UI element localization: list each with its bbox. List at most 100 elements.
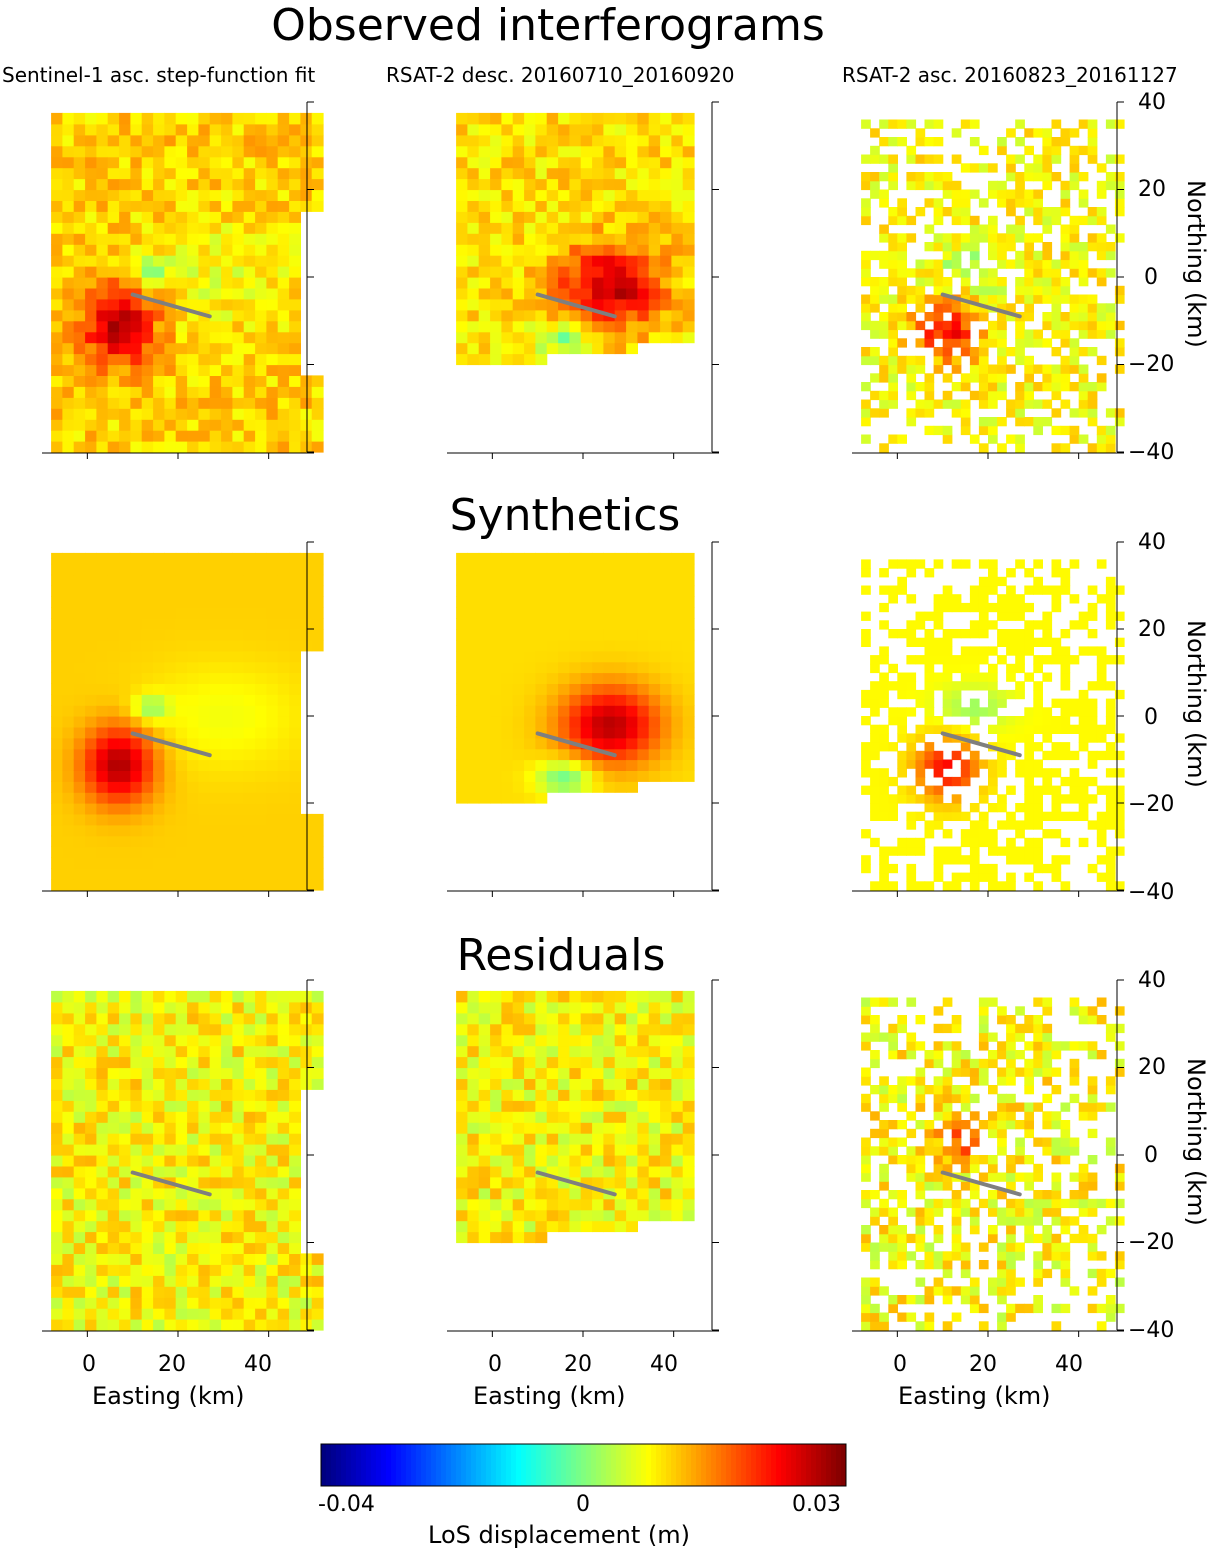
heatmap-cell — [141, 1023, 154, 1036]
heatmap-cell — [209, 835, 222, 848]
heatmap-cell — [524, 189, 536, 201]
heatmap-cell — [221, 1242, 233, 1254]
heatmap-cell — [153, 1001, 165, 1014]
heatmap-cell — [187, 1242, 199, 1254]
heatmap-cell — [1069, 338, 1080, 348]
heatmap-cell — [906, 707, 917, 717]
heatmap-cell — [51, 781, 63, 793]
heatmap-cell — [96, 857, 109, 869]
heatmap-cell — [232, 879, 245, 891]
heatmap-cell — [164, 1034, 177, 1047]
heatmap-cell — [580, 737, 593, 750]
heatmap-cell — [209, 792, 222, 804]
heatmap-cell — [1006, 629, 1016, 639]
heatmap-cell — [141, 1319, 154, 1331]
heatmap-cell — [969, 681, 980, 691]
heatmap-cell — [546, 1122, 559, 1134]
heatmap-cell — [187, 1187, 199, 1200]
heatmap-cell — [141, 792, 154, 804]
heatmap-cell — [51, 287, 63, 300]
heatmap-cell — [467, 167, 480, 180]
heatmap-cell — [978, 329, 989, 339]
heatmap-cell — [512, 211, 525, 223]
heatmap-cell — [997, 443, 1007, 453]
heatmap-cell — [933, 811, 944, 821]
heatmap-cell — [1060, 629, 1071, 639]
heatmap-cell — [546, 309, 559, 322]
heatmap-cell — [164, 342, 177, 355]
heatmap-cell — [73, 1297, 86, 1309]
heatmap-cell — [467, 1100, 480, 1112]
heatmap-cell — [569, 1001, 582, 1014]
heatmap-cell — [243, 759, 256, 771]
heatmap-cell — [51, 694, 63, 706]
heatmap-cell — [175, 1056, 188, 1069]
heatmap-cell — [660, 1144, 672, 1156]
heatmap-cell — [85, 748, 97, 761]
heatmap-cell — [682, 1023, 695, 1036]
heatmap-cell — [546, 266, 559, 278]
heatmap-cell — [175, 585, 188, 597]
heatmap-cell — [660, 726, 672, 739]
heatmap-cell — [924, 689, 935, 700]
heatmap-cell — [1015, 716, 1025, 726]
heatmap-cell — [614, 1155, 627, 1167]
heatmap-cell — [1006, 154, 1016, 164]
heatmap-cell — [289, 748, 301, 761]
heatmap-cell — [130, 211, 143, 223]
heatmap-cell — [861, 268, 871, 278]
heatmap-cell — [1096, 320, 1107, 331]
heatmap-cell — [626, 716, 638, 728]
heatmap-cell — [942, 233, 953, 243]
heatmap-cell — [648, 716, 661, 728]
heatmap-cell — [978, 425, 989, 436]
heatmap-cell — [637, 222, 650, 234]
heatmap-cell — [209, 1231, 222, 1244]
heatmap-cell — [870, 707, 880, 717]
heatmap-cell — [153, 342, 165, 355]
heatmap-cell — [648, 320, 661, 333]
heatmap-cell — [1006, 672, 1016, 682]
heatmap-cell — [535, 1231, 548, 1244]
heatmap-cell — [62, 1209, 75, 1222]
heatmap-cell — [130, 1275, 143, 1287]
heatmap-cell — [73, 1045, 86, 1058]
heatmap-cell — [626, 189, 638, 201]
heatmap-cell — [187, 112, 199, 125]
heatmap-cell — [870, 1242, 880, 1252]
heatmap-cell — [73, 792, 86, 804]
heatmap-cell — [187, 770, 199, 782]
heatmap-cell — [255, 585, 267, 597]
heatmap-cell — [175, 1286, 188, 1298]
heatmap-cell — [614, 726, 627, 739]
heatmap-cell — [73, 134, 86, 147]
heatmap-cell — [243, 650, 256, 663]
heatmap-cell — [130, 879, 143, 891]
heatmap-cell — [300, 813, 313, 826]
heatmap-cell — [243, 200, 256, 212]
heatmap-cell — [130, 1089, 143, 1101]
heatmap-cell — [614, 255, 627, 267]
heatmap-cell — [501, 607, 514, 619]
heatmap-cell — [289, 178, 301, 191]
heatmap-cell — [141, 244, 154, 256]
heatmap-cell — [209, 1144, 222, 1156]
heatmap-cell — [255, 737, 267, 750]
heatmap-cell — [637, 650, 650, 663]
heatmap-cell — [1015, 250, 1025, 261]
heatmap-cell — [141, 386, 154, 398]
heatmap-cell — [62, 1264, 75, 1276]
heatmap-cell — [96, 287, 109, 300]
heatmap-cell — [141, 1242, 154, 1254]
heatmap-cell — [942, 689, 953, 700]
heatmap-cell — [682, 759, 695, 771]
heatmap-cell — [614, 639, 627, 652]
heatmap-cell — [175, 803, 188, 815]
heatmap-cell — [524, 748, 536, 761]
heatmap-cell — [141, 430, 154, 442]
heatmap-cell — [209, 441, 222, 453]
heatmap-cell — [107, 145, 120, 158]
heatmap-cell — [915, 759, 926, 769]
heatmap-cell — [660, 298, 672, 311]
heatmap-cell — [221, 167, 233, 180]
